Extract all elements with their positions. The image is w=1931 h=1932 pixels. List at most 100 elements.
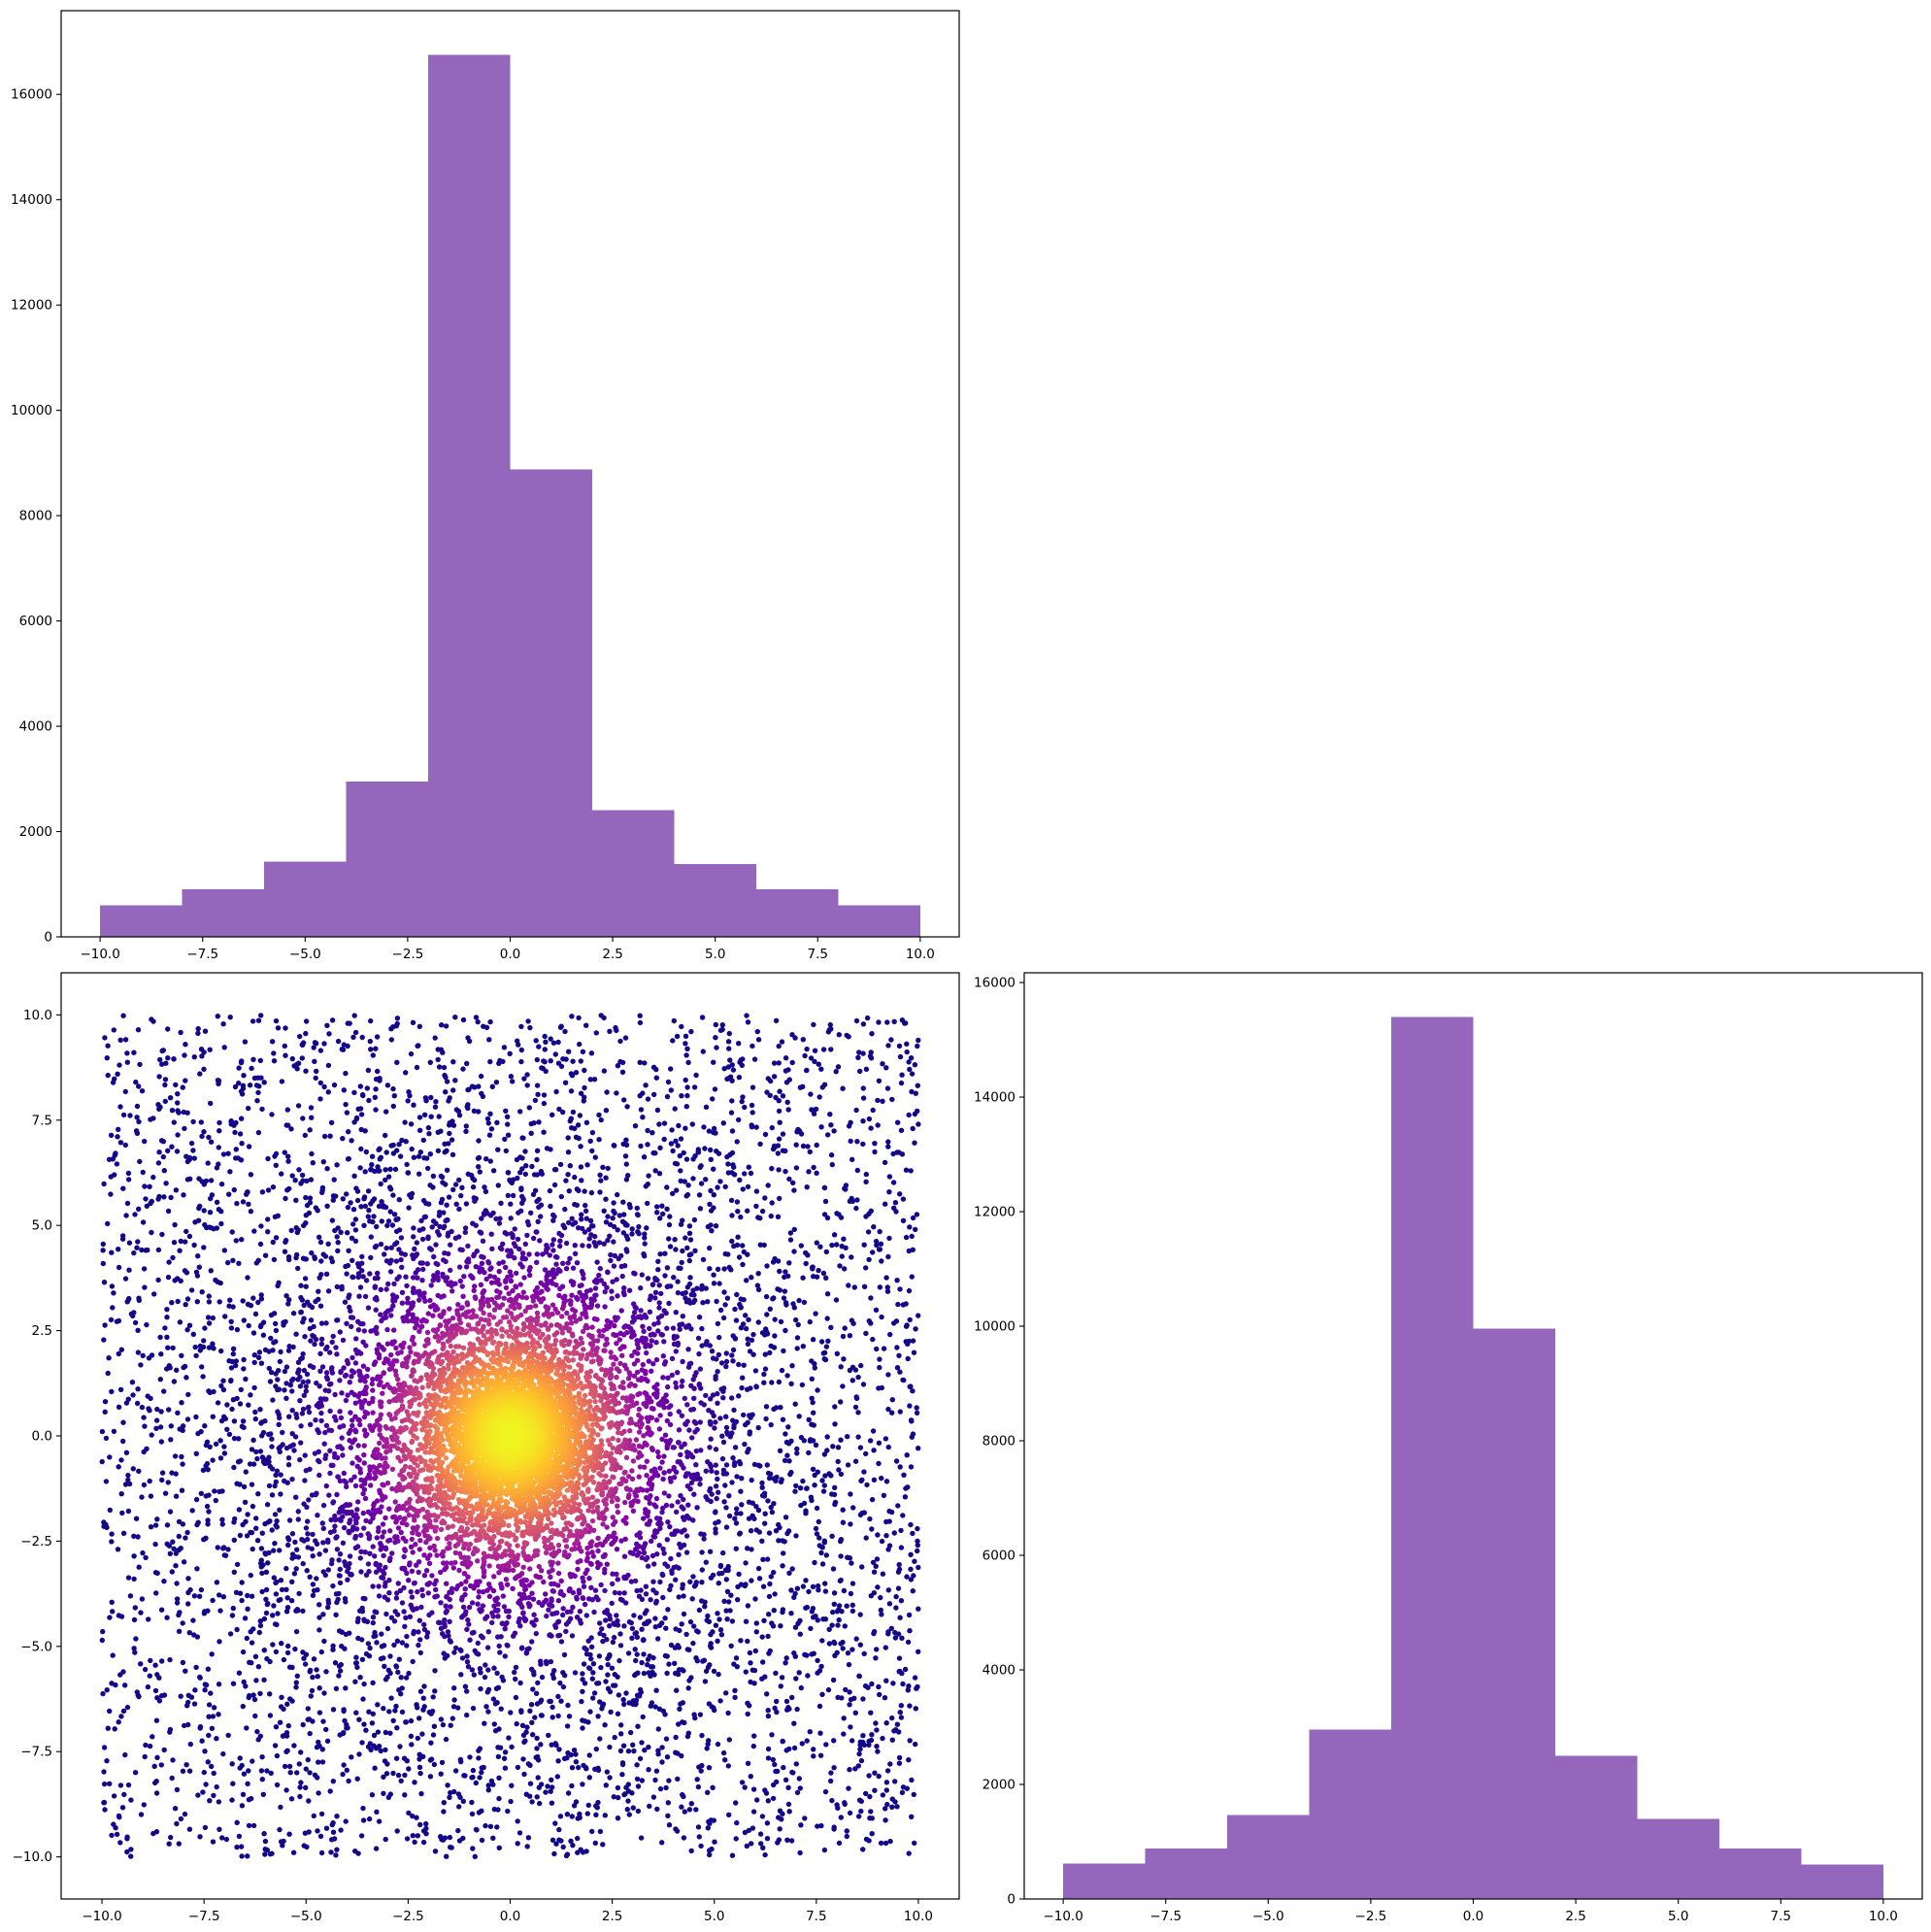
scatter-point: [157, 1056, 163, 1063]
scatter-point: [846, 1661, 852, 1668]
scatter-point: [748, 1528, 754, 1534]
scatter-point: [669, 1531, 675, 1537]
scatter-point: [668, 1087, 674, 1093]
scatter-point: [896, 1754, 903, 1761]
scatter-point: [910, 1530, 916, 1537]
scatter-point: [847, 1333, 853, 1339]
scatter-point: [154, 1516, 160, 1522]
scatter-point: [352, 1227, 359, 1233]
scatter-point: [246, 1768, 251, 1774]
scatter-point: [721, 1066, 727, 1072]
scatter-point: [202, 1824, 209, 1831]
scatter-point: [239, 1116, 245, 1121]
scatter-point: [282, 1763, 288, 1770]
scatter-point: [172, 1453, 179, 1459]
scatter-point: [578, 1144, 583, 1149]
scatter-point: [681, 1611, 687, 1617]
scatter-point: [793, 1676, 799, 1682]
scatter-point: [384, 1674, 390, 1681]
scatter-point: [685, 1685, 691, 1691]
scatter-point: [100, 1690, 106, 1697]
scatter-point: [620, 1230, 627, 1236]
scatter-point: [239, 1580, 245, 1585]
scatter-point: [291, 1743, 297, 1749]
scatter-point: [623, 1161, 629, 1167]
scatter-point: [695, 1149, 701, 1155]
scatter-point: [258, 1292, 264, 1298]
scatter-point: [897, 1191, 903, 1197]
scatter-point: [256, 1349, 263, 1355]
scatter-point: [216, 1145, 221, 1150]
scatter-point: [230, 1346, 237, 1352]
scatter-point: [249, 1795, 254, 1802]
scatter-point: [530, 1191, 537, 1198]
scatter-point: [616, 1590, 622, 1596]
scatter-point: [895, 1503, 901, 1509]
scatter-point: [152, 1522, 159, 1528]
scatter-point: [246, 1322, 251, 1329]
scatter-point: [782, 1068, 789, 1074]
scatter-point: [603, 1617, 609, 1623]
scatter-point: [508, 1710, 514, 1715]
scatter-point: [797, 1631, 803, 1637]
scatter-point: [311, 1045, 316, 1050]
scatter-point: [335, 1248, 341, 1254]
scatter-point: [376, 1203, 383, 1210]
scatter-point: [394, 1216, 400, 1222]
scatter-point: [804, 1738, 810, 1744]
scatter-point: [557, 1243, 563, 1249]
scatter-point: [874, 1744, 880, 1749]
scatter-point: [878, 1840, 884, 1847]
scatter-point: [576, 1225, 582, 1231]
scatter-point: [199, 1133, 205, 1140]
scatter-point: [912, 1111, 918, 1117]
scatter-point: [398, 1235, 405, 1241]
scatter-point: [703, 1468, 709, 1474]
scatter-point: [450, 1087, 456, 1093]
scatter-point: [791, 1226, 797, 1233]
scatter-point: [593, 1812, 599, 1818]
scatter-point: [771, 1406, 777, 1413]
scatter-point: [394, 1059, 400, 1066]
scatter-point: [291, 1448, 297, 1453]
scatter-point: [710, 1629, 716, 1635]
scatter-point: [699, 1732, 705, 1739]
scatter-point: [445, 1233, 450, 1239]
scatter-point: [720, 1395, 726, 1401]
scatter-point: [350, 1034, 356, 1041]
scatter-point: [225, 1150, 231, 1156]
scatter-point: [736, 1254, 743, 1260]
scatter-point: [579, 1212, 584, 1217]
scatter-point: [898, 1715, 905, 1720]
scatter-point: [582, 1229, 588, 1235]
scatter-point: [815, 1657, 820, 1664]
scatter-point: [100, 1248, 106, 1253]
scatter-point: [548, 1058, 553, 1064]
scatter-point: [330, 1829, 337, 1835]
scatter-point: [393, 1703, 399, 1710]
scatter-point: [195, 1253, 201, 1259]
scatter-point: [638, 1587, 644, 1593]
scatter-point: [889, 1410, 895, 1416]
scatter-point: [259, 1189, 266, 1195]
scatter-point: [741, 1412, 747, 1418]
scatter-point: [206, 1293, 212, 1299]
scatter-point: [563, 1178, 569, 1183]
scatter-point: [218, 1382, 224, 1389]
scatter-point: [179, 1400, 184, 1406]
scatter-point: [424, 1261, 430, 1267]
scatter-point: [652, 1704, 658, 1710]
scatter-point: [529, 1639, 535, 1645]
scatter-point: [286, 1517, 293, 1523]
scatter-point: [494, 1824, 500, 1830]
scatter-point: [809, 1376, 815, 1382]
scatter-point: [767, 1349, 773, 1356]
scatter-point: [612, 1252, 617, 1259]
scatter-point: [601, 1015, 607, 1021]
scatter-point: [383, 1132, 388, 1139]
scatter-point: [195, 1519, 201, 1525]
scatter-point: [116, 1350, 122, 1357]
scatter-point: [616, 1794, 621, 1801]
scatter-point: [828, 1152, 835, 1158]
scatter-point: [612, 1734, 617, 1741]
